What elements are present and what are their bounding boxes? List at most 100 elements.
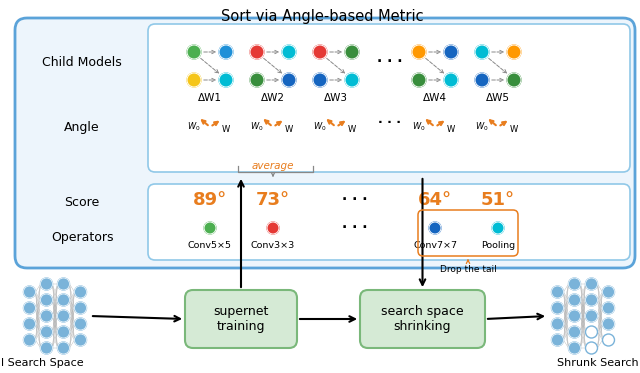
Text: Child Models: Child Models (42, 56, 122, 69)
Text: Conv3×3: Conv3×3 (251, 241, 295, 251)
Text: · · ·: · · · (377, 55, 403, 69)
Circle shape (568, 278, 580, 290)
Circle shape (475, 73, 489, 87)
Circle shape (187, 45, 201, 59)
Circle shape (602, 286, 614, 298)
Text: $W_0$: $W_0$ (476, 121, 489, 133)
Circle shape (219, 73, 233, 87)
Circle shape (475, 45, 489, 59)
Text: Angle: Angle (64, 122, 100, 135)
Text: Pooling: Pooling (481, 241, 515, 251)
Text: · · ·: · · · (378, 116, 401, 129)
Circle shape (444, 73, 458, 87)
Circle shape (24, 334, 35, 346)
Text: ΔW3: ΔW3 (324, 93, 348, 103)
Text: $W_0$: $W_0$ (313, 121, 327, 133)
Text: $W_0$: $W_0$ (250, 121, 264, 133)
Text: 73°: 73° (256, 191, 290, 209)
Circle shape (586, 278, 598, 290)
Circle shape (267, 222, 279, 234)
Text: average: average (252, 161, 294, 171)
Text: W: W (447, 125, 455, 134)
Circle shape (282, 73, 296, 87)
FancyBboxPatch shape (15, 18, 635, 268)
Text: W: W (348, 125, 356, 134)
Circle shape (58, 278, 70, 290)
Text: nal Search Space: nal Search Space (0, 358, 83, 368)
Circle shape (345, 73, 359, 87)
Text: ΔW4: ΔW4 (423, 93, 447, 103)
Text: $W_0$: $W_0$ (188, 121, 201, 133)
Circle shape (345, 45, 359, 59)
Text: Conv5×5: Conv5×5 (188, 241, 232, 251)
Text: supernet
training: supernet training (213, 305, 269, 333)
Circle shape (444, 45, 458, 59)
Circle shape (568, 294, 580, 306)
Text: Conv7×7: Conv7×7 (413, 241, 457, 251)
Circle shape (586, 294, 598, 306)
Circle shape (602, 318, 614, 330)
FancyBboxPatch shape (148, 184, 630, 260)
Circle shape (204, 222, 216, 234)
Text: · · ·: · · · (342, 193, 368, 207)
Circle shape (568, 342, 580, 354)
Circle shape (586, 342, 598, 354)
Circle shape (586, 326, 598, 338)
Circle shape (507, 45, 521, 59)
Circle shape (250, 73, 264, 87)
Circle shape (602, 302, 614, 314)
Circle shape (552, 318, 563, 330)
Circle shape (507, 73, 521, 87)
Text: ΔW5: ΔW5 (486, 93, 510, 103)
Circle shape (429, 222, 441, 234)
Circle shape (313, 45, 327, 59)
Circle shape (552, 334, 563, 346)
Text: search space
shrinking: search space shrinking (381, 305, 464, 333)
Circle shape (552, 286, 563, 298)
Circle shape (552, 302, 563, 314)
Circle shape (250, 45, 264, 59)
Circle shape (219, 45, 233, 59)
FancyBboxPatch shape (148, 24, 630, 172)
Circle shape (74, 286, 86, 298)
Text: ΔW1: ΔW1 (198, 93, 222, 103)
Circle shape (40, 342, 52, 354)
Text: Score: Score (65, 197, 100, 210)
Circle shape (58, 310, 70, 322)
FancyBboxPatch shape (185, 290, 297, 348)
Text: W: W (222, 125, 230, 134)
Circle shape (40, 326, 52, 338)
Text: Shrunk Search S: Shrunk Search S (557, 358, 640, 368)
Text: $W_0$: $W_0$ (412, 121, 426, 133)
Text: 64°: 64° (418, 191, 452, 209)
Text: ΔW2: ΔW2 (261, 93, 285, 103)
Circle shape (282, 45, 296, 59)
Circle shape (412, 73, 426, 87)
Circle shape (492, 222, 504, 234)
Circle shape (602, 334, 614, 346)
Circle shape (58, 294, 70, 306)
Circle shape (412, 45, 426, 59)
Circle shape (24, 302, 35, 314)
Circle shape (58, 326, 70, 338)
Text: W: W (510, 125, 518, 134)
Text: 89°: 89° (193, 191, 227, 209)
Text: W: W (285, 125, 293, 134)
Circle shape (568, 326, 580, 338)
Circle shape (586, 310, 598, 322)
Circle shape (74, 334, 86, 346)
Circle shape (24, 318, 35, 330)
Circle shape (40, 294, 52, 306)
Circle shape (40, 278, 52, 290)
Circle shape (74, 318, 86, 330)
FancyBboxPatch shape (360, 290, 485, 348)
Text: 51°: 51° (481, 191, 515, 209)
Circle shape (568, 310, 580, 322)
Circle shape (74, 302, 86, 314)
Text: Sort via Angle-based Metric: Sort via Angle-based Metric (221, 9, 423, 24)
Circle shape (313, 73, 327, 87)
Circle shape (58, 342, 70, 354)
Circle shape (40, 310, 52, 322)
Text: Drop the tail: Drop the tail (440, 265, 497, 274)
Text: Operators: Operators (51, 231, 113, 244)
